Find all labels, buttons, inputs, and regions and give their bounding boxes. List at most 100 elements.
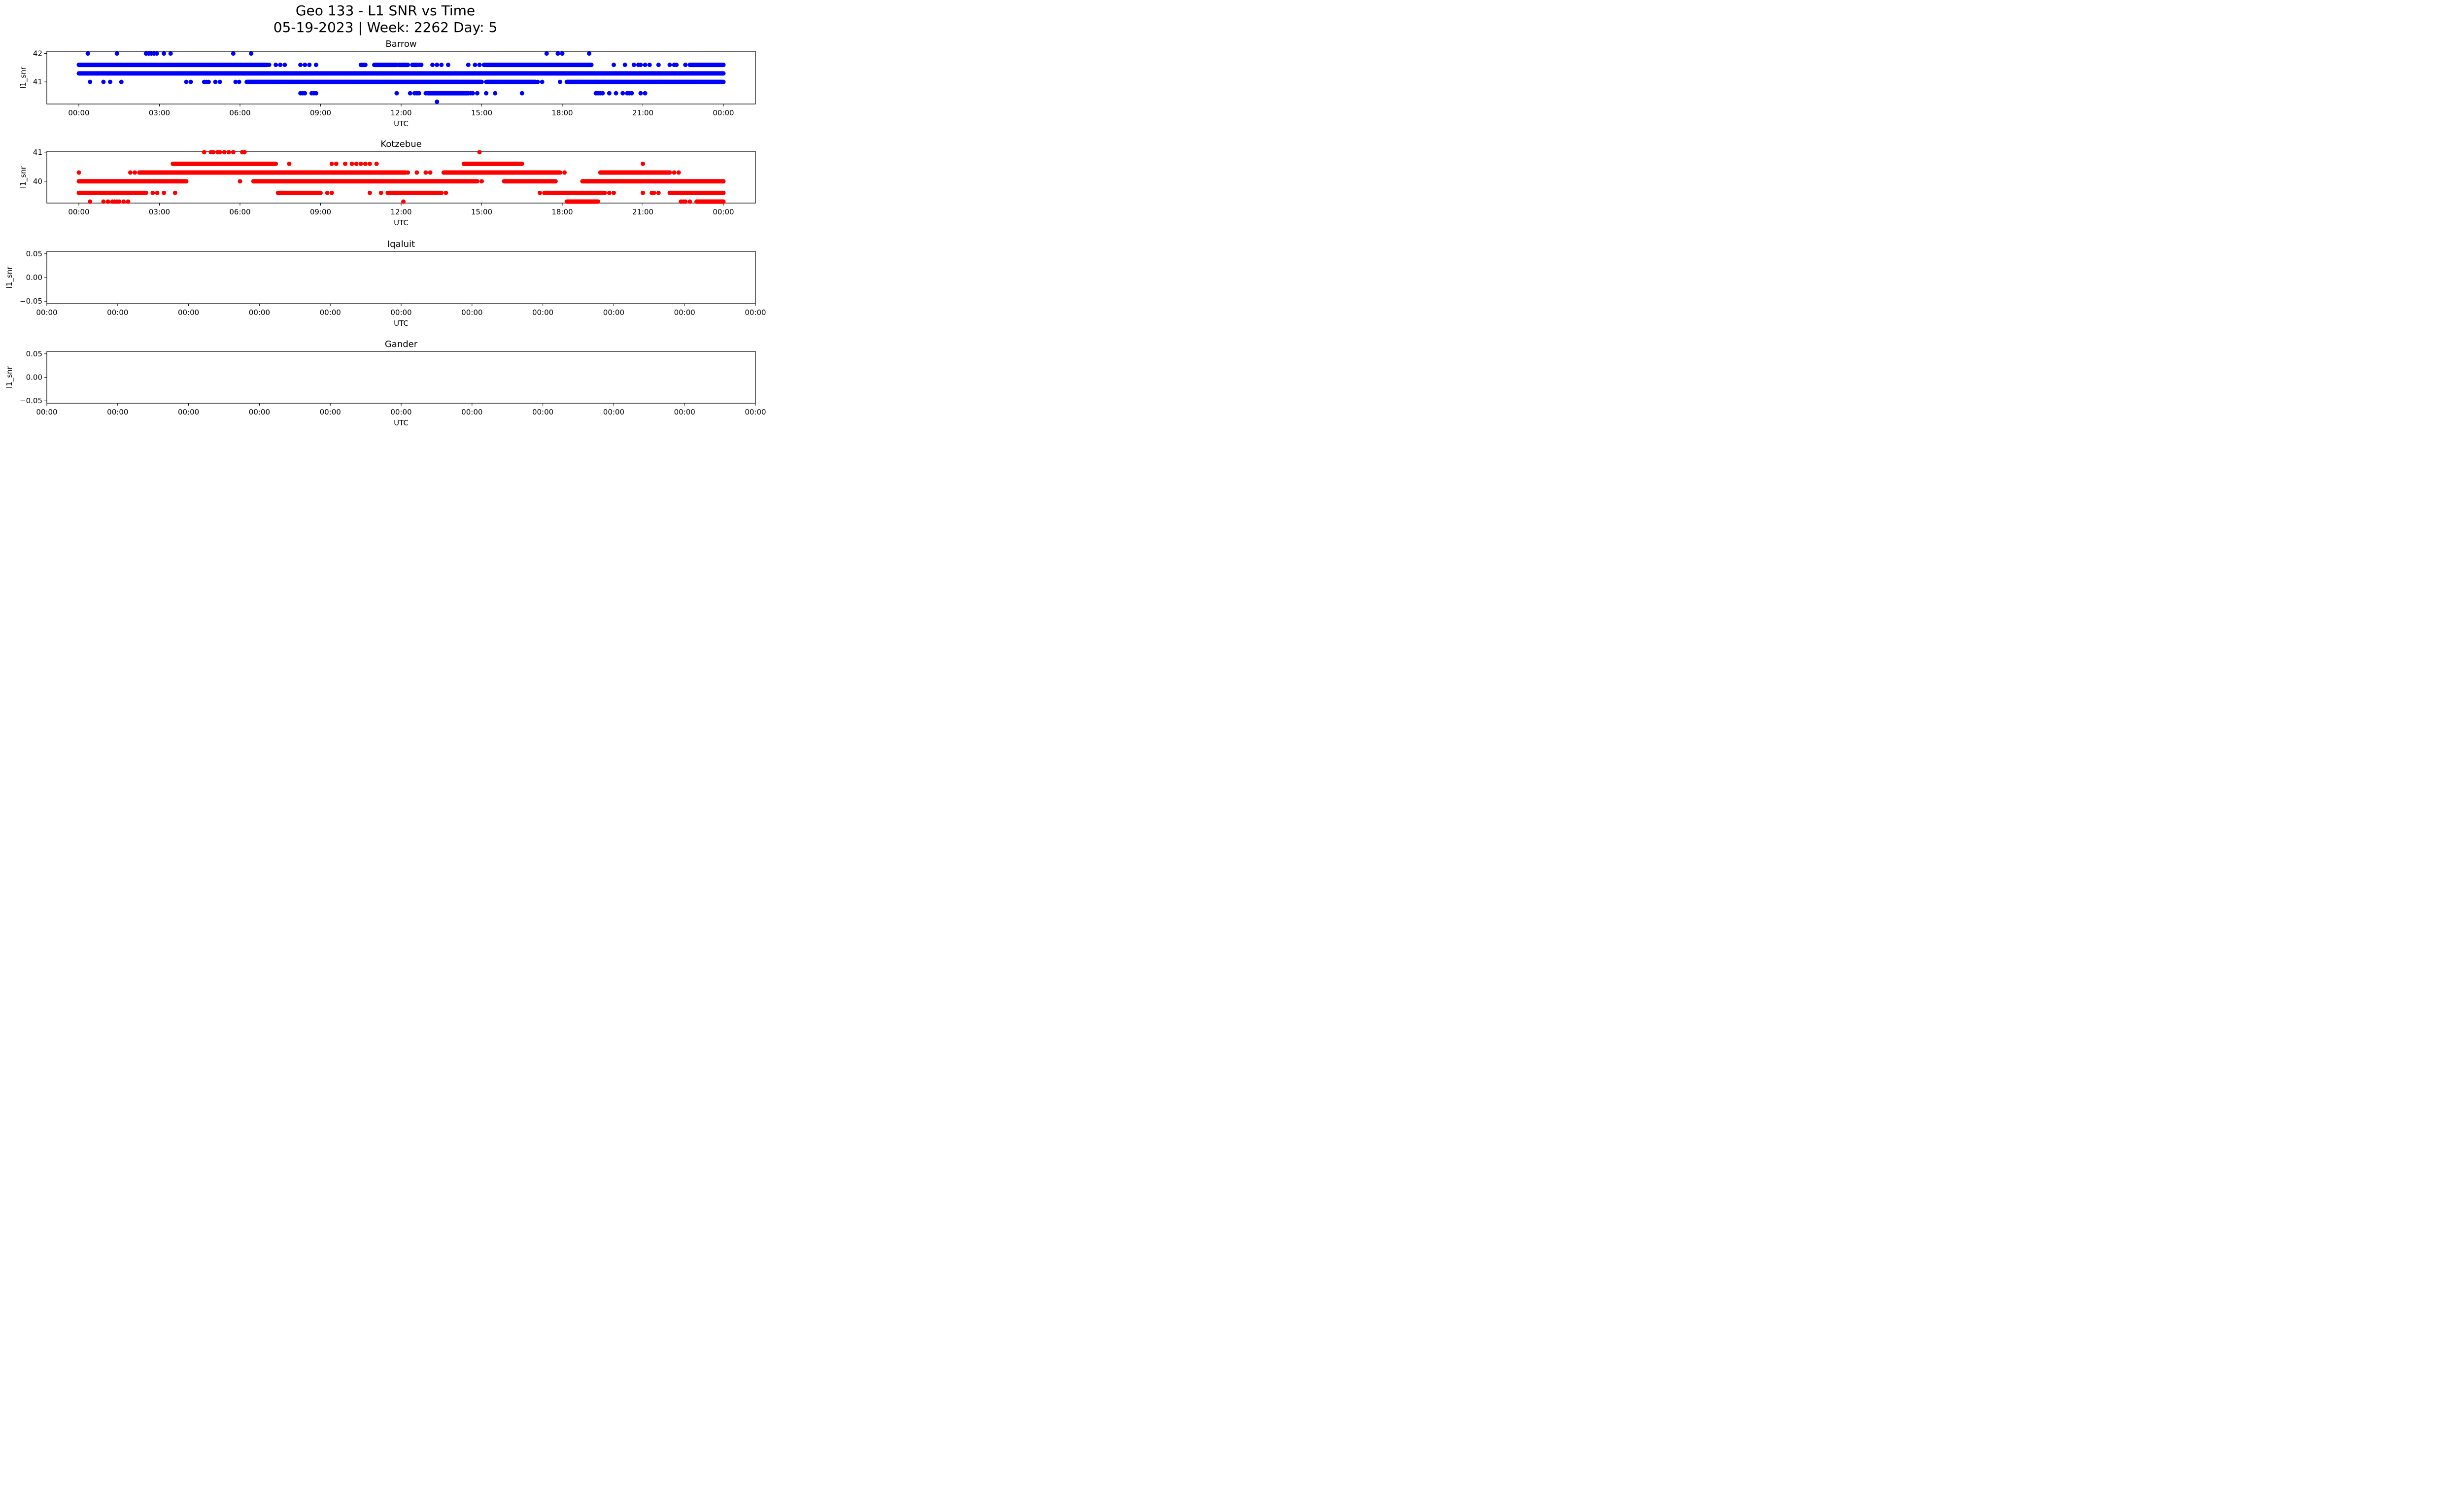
data-point [162, 190, 167, 195]
data-point [267, 63, 272, 68]
data-point [274, 63, 278, 68]
data-point [222, 150, 227, 155]
data-point [587, 51, 591, 56]
data-point [298, 63, 303, 68]
data-point [406, 170, 411, 175]
x-tick-label: 00:00 [532, 408, 553, 417]
data-point [101, 199, 106, 204]
data-point [128, 170, 133, 175]
x-axis-label-kotzebue: UTC [394, 218, 409, 227]
data-point [217, 150, 222, 155]
x-tick-label: 00:00 [461, 308, 482, 317]
data-point [155, 190, 160, 195]
x-tick-label: 18:00 [551, 208, 573, 216]
data-point [358, 161, 363, 166]
data-point [363, 161, 368, 166]
data-point [643, 91, 648, 96]
data-point [430, 63, 435, 68]
data-point [88, 79, 93, 84]
data-point [349, 161, 354, 166]
x-tick-label: 00:00 [107, 408, 128, 417]
x-tick-label: 00:00 [320, 408, 341, 417]
data-point [683, 63, 688, 68]
y-tick-label: −0.05 [20, 396, 42, 405]
data-point [607, 91, 612, 96]
data-point [278, 63, 283, 68]
data-point [329, 190, 334, 195]
x-axis-label-iqaluit: UTC [394, 319, 409, 328]
data-point [334, 161, 339, 166]
data-point [108, 79, 113, 84]
data-point [470, 91, 475, 96]
data-point-band [502, 179, 558, 184]
data-point-band [410, 63, 419, 68]
data-point-band [372, 63, 399, 68]
data-point [237, 79, 241, 84]
x-tick-label: 00:00 [68, 108, 89, 117]
data-point [172, 190, 177, 195]
data-point [126, 199, 131, 204]
x-tick-label: 00:00 [249, 408, 270, 417]
data-point [683, 199, 688, 204]
x-tick-label: 00:00 [603, 408, 624, 417]
data-point [656, 190, 661, 195]
x-tick-label: 21:00 [632, 108, 653, 117]
x-tick-label: 09:00 [310, 108, 331, 117]
data-point [408, 91, 412, 96]
x-tick-label: 00:00 [390, 308, 411, 317]
data-point [614, 91, 618, 96]
y-axis-label-gander: l1_snr [5, 366, 14, 388]
data-point [313, 63, 318, 68]
data-point-band [687, 63, 726, 68]
data-point [629, 91, 634, 96]
data-point [444, 190, 448, 195]
subplot-title-barrow: Barrow [385, 39, 416, 49]
data-point [647, 63, 652, 68]
x-tick-label: 00:00 [178, 408, 199, 417]
data-point [282, 63, 287, 68]
x-tick-label: 18:00 [551, 108, 573, 117]
data-point [133, 170, 137, 175]
data-point [121, 199, 126, 204]
data-point [493, 91, 498, 96]
data-point-band [251, 179, 479, 184]
x-tick-label: 03:00 [149, 208, 170, 216]
data-point [88, 199, 93, 204]
data-point [643, 63, 648, 68]
data-point [611, 190, 616, 195]
data-point [378, 190, 383, 195]
axes-frame-barrow [46, 51, 756, 104]
data-point-band [171, 170, 408, 175]
data-point [238, 179, 242, 184]
data-point [202, 150, 206, 155]
data-point [374, 161, 379, 166]
data-point [150, 190, 155, 195]
data-point [423, 170, 428, 175]
data-point [651, 190, 656, 195]
data-point [105, 199, 110, 204]
data-point [242, 150, 247, 155]
data-point [419, 63, 424, 68]
data-point-band [244, 79, 484, 84]
figure: Geo 133 - L1 SNR vs Time 05-19-2023 | We… [0, 0, 771, 431]
x-tick-label: 12:00 [390, 108, 411, 117]
data-point [622, 63, 627, 68]
chart-canvas: Barrow 41 42 00:00 03:00 06:00 09:00 12:00 15:00… [5, 39, 766, 427]
data-point [439, 63, 444, 68]
data-point [477, 150, 482, 155]
data-point [667, 63, 672, 68]
data-point [620, 91, 625, 96]
data-point-band [76, 179, 189, 184]
axes-frame-gander [46, 351, 756, 404]
data-point-band [275, 190, 323, 195]
data-point [217, 79, 222, 84]
data-point [114, 51, 119, 56]
data-point [307, 63, 312, 68]
x-axis-label-barrow: UTC [394, 119, 409, 128]
data-point [401, 199, 406, 204]
x-tick-label: 00:00 [320, 308, 341, 317]
data-point-band [76, 190, 148, 195]
y-tick-label: 0.00 [26, 273, 42, 282]
data-point [206, 79, 211, 84]
data-point [560, 51, 565, 56]
